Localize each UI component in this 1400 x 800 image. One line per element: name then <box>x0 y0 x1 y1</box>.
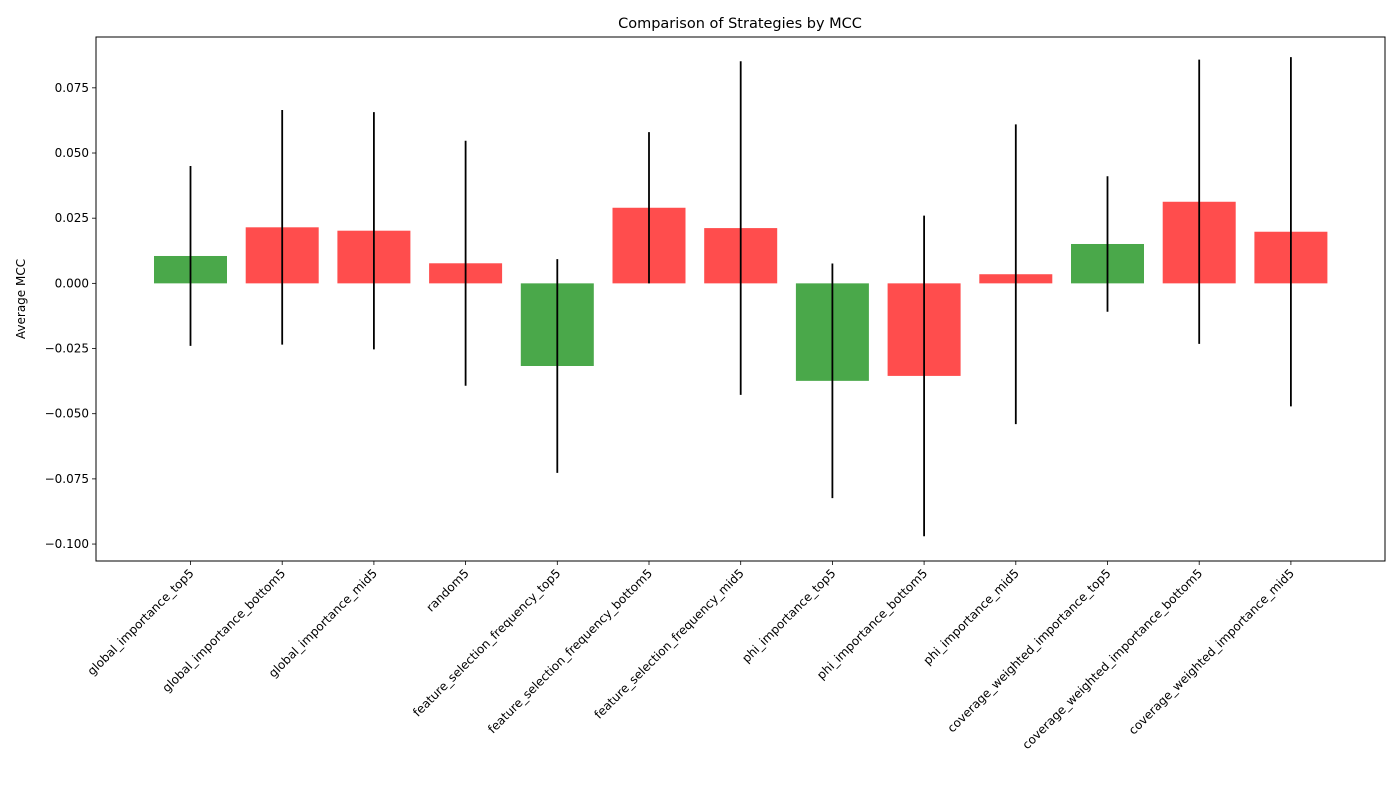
y-axis-ticks: −0.100 −0.075 −0.050 −0.025 0.000 0.025 0.050 0… <box>45 81 96 551</box>
x-tick-label: feature_selection_frequency_bottom5 <box>485 566 655 736</box>
x-tick-label: feature_selection_frequency_top5 <box>410 566 563 719</box>
y-tick-label: 0.025 <box>55 211 89 225</box>
x-tick-label: global_importance_top5 <box>85 566 197 678</box>
y-tick-label: 0.000 <box>55 276 89 290</box>
x-tick-label: phi_importance_top5 <box>739 566 838 665</box>
y-tick-label: −0.025 <box>45 342 89 356</box>
x-tick-label: coverage_weighted_importance_bottom5 <box>1020 566 1206 752</box>
plot-frame <box>95 36 1386 562</box>
y-axis-label: Average MCC <box>14 259 28 339</box>
y-tick-label: −0.050 <box>45 407 89 421</box>
y-tick-label: −0.100 <box>45 537 89 551</box>
x-tick-label: coverage_weighted_importance_mid5 <box>1126 566 1297 737</box>
y-tick-label: 0.075 <box>55 81 89 95</box>
chart-title: Comparison of Strategies by MCC <box>618 16 862 32</box>
y-tick-label: −0.075 <box>45 472 89 486</box>
x-tick-label: feature_selection_frequency_mid5 <box>591 566 746 721</box>
x-tick-label: random5 <box>424 566 472 614</box>
y-tick-label: 0.050 <box>55 146 89 160</box>
x-axis-ticks: global_importance_top5 global_importance_… <box>85 561 1297 752</box>
error-bars-group <box>189 57 1292 537</box>
x-tick-label: coverage_weighted_importance_top5 <box>945 566 1114 735</box>
x-tick-label: phi_importance_mid5 <box>921 566 1022 667</box>
x-tick-label: phi_importance_bottom5 <box>814 566 930 682</box>
x-tick-label: global_importance_mid5 <box>266 566 380 680</box>
